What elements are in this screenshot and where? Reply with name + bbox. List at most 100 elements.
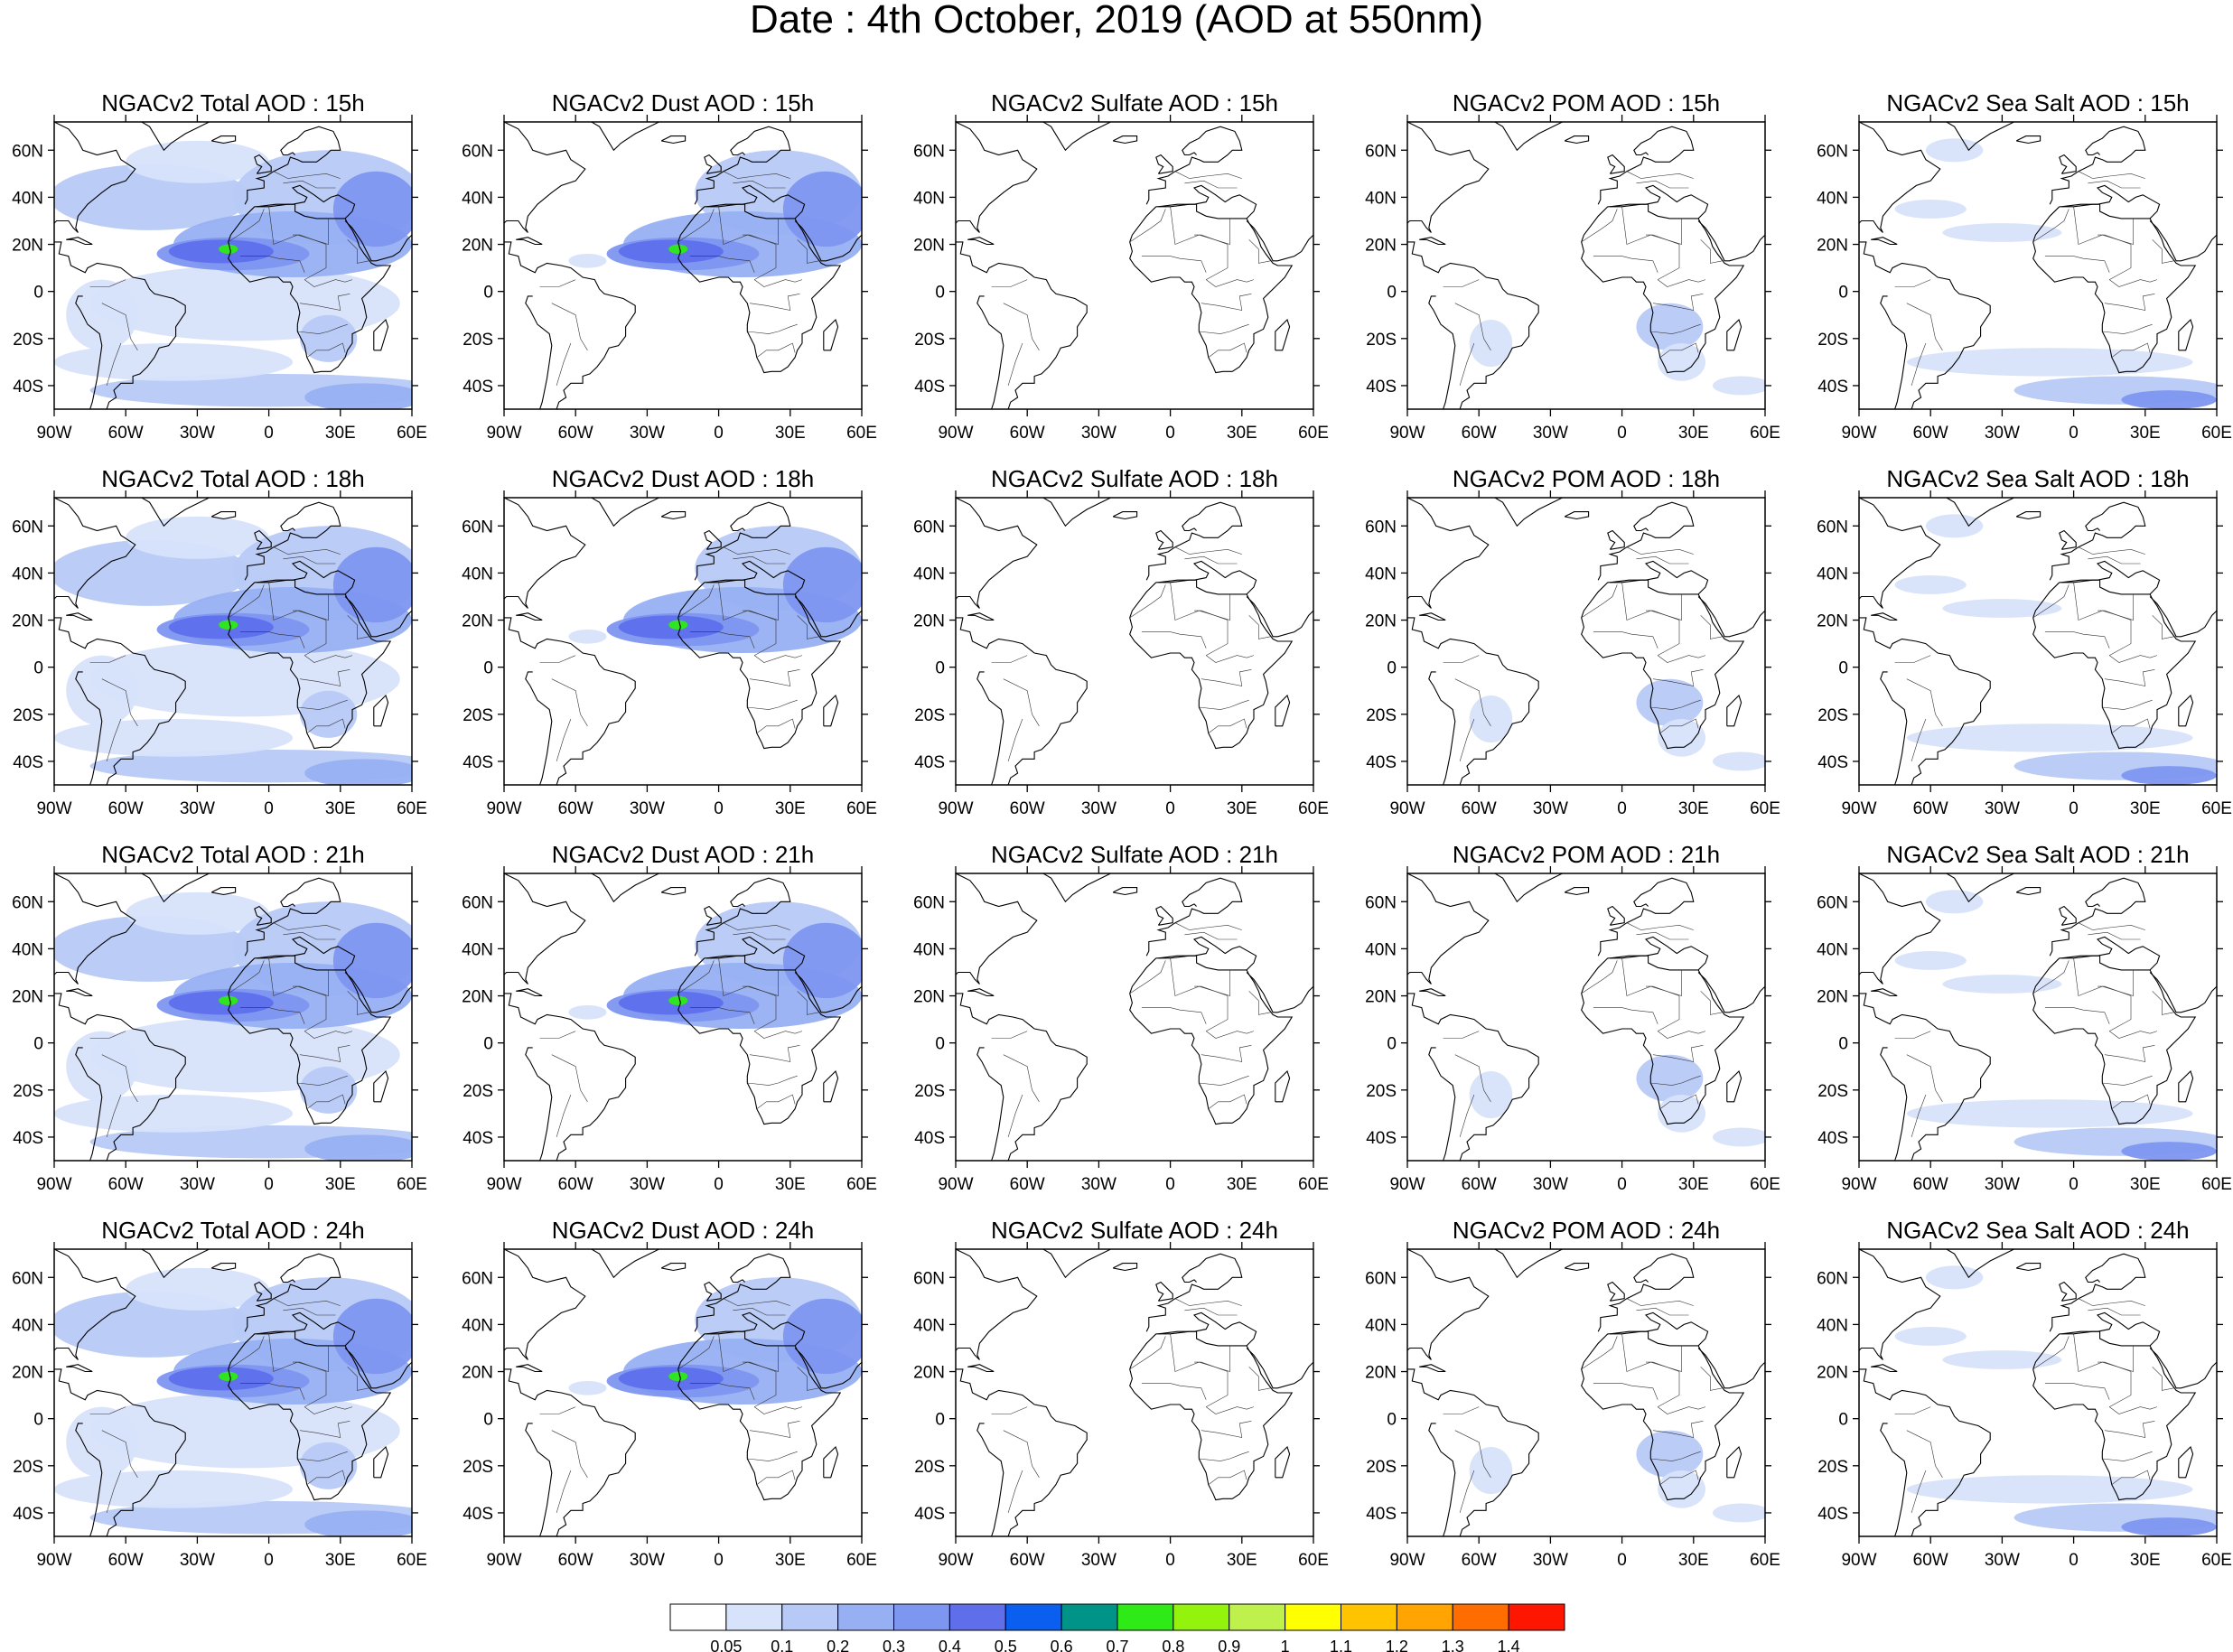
lon-tick-label: 0 xyxy=(264,1175,274,1194)
coastline xyxy=(660,511,687,520)
aod-field xyxy=(1942,223,2062,242)
country-border xyxy=(2109,1031,2158,1039)
lon-tick-label: 60E xyxy=(1750,1551,1780,1570)
aod-field xyxy=(66,1406,138,1478)
country-border xyxy=(297,323,348,334)
coastline xyxy=(2061,1311,2161,1347)
colorbar-label: 0.7 xyxy=(1106,1638,1128,1652)
lon-tick-label: 60W xyxy=(108,1551,144,1570)
country-border xyxy=(2102,699,2153,710)
panel-title: NGACv2 POM AOD : 18h xyxy=(1453,465,1720,492)
lat-tick-label: 40S xyxy=(13,1129,43,1148)
colorbar-label: 1 xyxy=(1281,1638,1290,1652)
coastline xyxy=(1945,1249,2014,1279)
coastline xyxy=(2015,135,2041,145)
coastline xyxy=(1697,220,1765,262)
aod-field xyxy=(1942,975,2062,994)
lon-tick-label: 30W xyxy=(1985,799,2020,818)
country-border xyxy=(2088,931,2141,940)
aod-field xyxy=(668,244,688,254)
lat-tick-label: 40S xyxy=(13,378,43,397)
lon-tick-label: 30W xyxy=(180,799,215,818)
coastline xyxy=(1581,1330,1745,1501)
aod-field xyxy=(299,314,358,362)
country-border xyxy=(239,1383,305,1400)
coastline xyxy=(794,220,862,262)
country-border xyxy=(1459,342,1475,386)
coastline xyxy=(1112,135,1138,145)
country-border xyxy=(1906,1054,1943,1102)
panel-title: NGACv2 POM AOD : 15h xyxy=(1453,89,1720,117)
map-panel: NGACv2 Sulfate AOD : 21h 60N 40N 20N 0 20S 40S… xyxy=(913,841,1329,1194)
lon-tick-label: 60E xyxy=(1750,424,1780,443)
lon-tick-label: 0 xyxy=(714,799,724,818)
lat-tick-label: 0 xyxy=(33,659,43,678)
country-border xyxy=(1658,1406,1706,1414)
aod-field xyxy=(1906,1099,2193,1128)
coastline xyxy=(590,873,659,903)
lon-tick-label: 90W xyxy=(1841,424,1876,443)
colorbar-label: 0.2 xyxy=(827,1638,849,1652)
lon-tick-label: 30E xyxy=(2130,1175,2161,1194)
lat-tick-label: 20N xyxy=(12,1364,43,1383)
lon-tick-label: 30E xyxy=(1227,799,1257,818)
coastline xyxy=(1158,560,1257,595)
aod-field xyxy=(332,546,412,623)
coastline xyxy=(54,873,136,985)
country-border xyxy=(293,985,327,1031)
panel-title: NGACv2 Sea Salt AOD : 24h xyxy=(1886,1217,2189,1244)
lon-tick-label: 30W xyxy=(630,424,665,443)
lat-tick-label: 40S xyxy=(1366,1505,1397,1524)
lat-tick-label: 0 xyxy=(935,284,945,303)
coastline xyxy=(140,122,210,152)
coastline xyxy=(956,993,1088,1161)
lat-tick-label: 0 xyxy=(483,659,493,678)
country-border xyxy=(556,718,572,761)
coastline xyxy=(75,1423,103,1536)
lat-tick-label: 20S xyxy=(13,331,43,350)
coastline xyxy=(516,1364,543,1373)
coastline xyxy=(956,1368,1088,1536)
country-border xyxy=(689,1383,755,1400)
coastline xyxy=(1726,318,1742,351)
country-border xyxy=(1894,655,1931,663)
lon-tick-label: 90W xyxy=(486,799,521,818)
country-border xyxy=(306,342,346,358)
coastline xyxy=(1407,122,1490,233)
coastline xyxy=(2061,184,2161,219)
country-border xyxy=(1206,1406,1255,1414)
coastline xyxy=(956,873,1038,985)
map-panel: NGACv2 Total AOD : 15h 60N 40N 20N 0 20S 40S 90… xyxy=(12,89,427,443)
country-border xyxy=(1443,1031,1480,1039)
coastline xyxy=(2059,1281,2077,1302)
coastline xyxy=(2149,1348,2217,1389)
coastline xyxy=(504,498,586,609)
coastline xyxy=(1597,501,1695,581)
country-border xyxy=(1650,1451,1701,1461)
lon-tick-label: 30W xyxy=(1985,424,2020,443)
country-border xyxy=(299,294,350,311)
coastline xyxy=(1564,887,1590,896)
country-border xyxy=(101,678,138,726)
aod-field xyxy=(568,629,607,644)
country-border xyxy=(1199,323,1249,334)
coastline xyxy=(210,511,237,520)
coastline xyxy=(2049,1253,2146,1332)
country-border xyxy=(297,1075,348,1086)
aod-field xyxy=(219,620,238,630)
aod-field xyxy=(1894,1327,1967,1346)
coastline xyxy=(706,936,806,971)
lat-tick-label: 20N xyxy=(462,237,493,256)
main-title: Date : 4th October, 2019 (AOD at 550nm) xyxy=(750,0,1483,42)
coastline xyxy=(2015,1263,2041,1272)
aod-field xyxy=(304,759,412,785)
coastline xyxy=(516,988,543,997)
country-border xyxy=(2088,555,2141,565)
country-border xyxy=(1199,699,1249,710)
lat-tick-label: 0 xyxy=(1838,659,1848,678)
aod-field xyxy=(66,655,138,726)
lon-tick-label: 60E xyxy=(1750,799,1780,818)
aod-field xyxy=(568,1004,607,1020)
lon-tick-label: 60E xyxy=(397,1175,427,1194)
coastline xyxy=(956,241,1088,409)
